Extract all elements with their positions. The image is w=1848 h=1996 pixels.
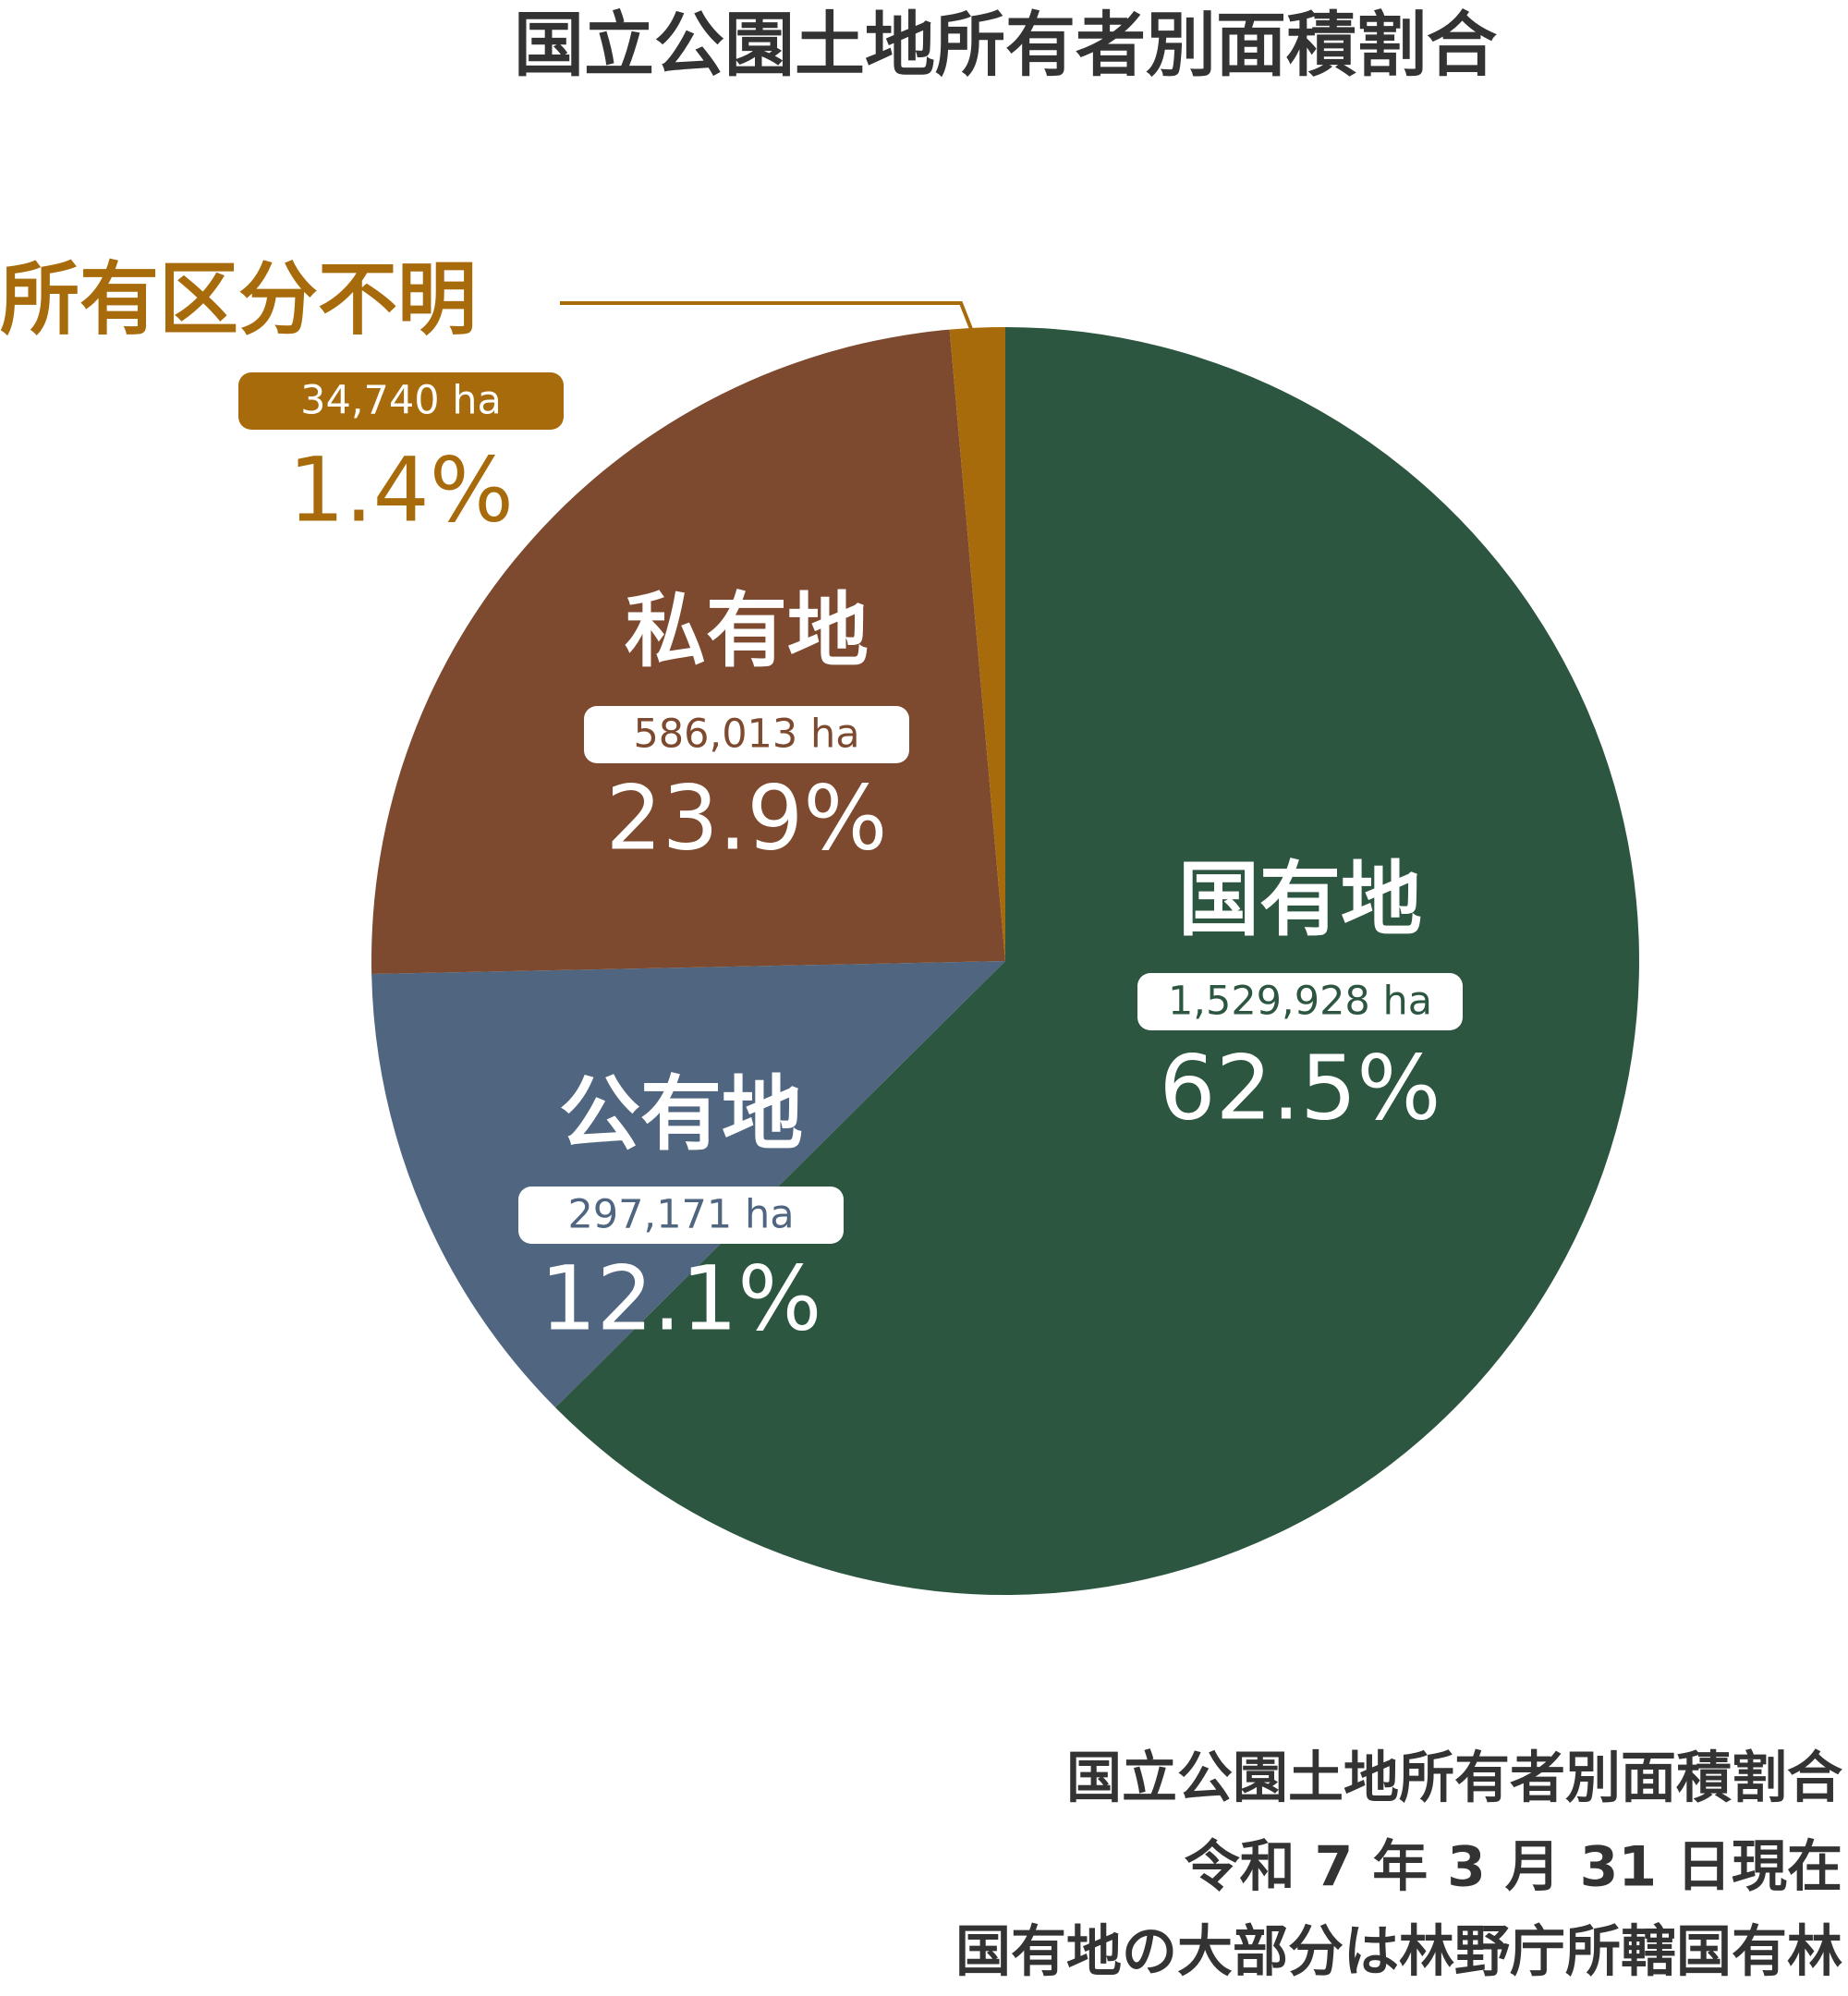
- chart-title: 国立公園土地所有者別面積割合: [514, 4, 1497, 86]
- area-label: 297,171 ha: [567, 1192, 794, 1238]
- percent-label: 12.1%: [541, 1247, 822, 1350]
- category-label: 国有地: [1178, 852, 1422, 947]
- pie-slice: [371, 329, 1005, 975]
- category-label: 所有区分不明: [0, 253, 477, 346]
- pie-slice: [949, 327, 1005, 961]
- pie: [371, 327, 1640, 1595]
- percent-label: 62.5%: [1160, 1036, 1441, 1139]
- pie-slice: [371, 961, 1005, 1408]
- leader-line: [560, 301, 975, 335]
- area-label: 1,529,928 ha: [1168, 979, 1432, 1025]
- labels: 国有地 1,529,928 ha 62.5% 公有地 297,171 ha 12.1% 私有…: [0, 253, 1463, 1350]
- percent-label: 23.9%: [606, 766, 888, 870]
- area-pill: [518, 1187, 844, 1244]
- area-label: 586,013 ha: [633, 712, 859, 758]
- percent-label: 1.4%: [288, 438, 514, 542]
- area-pill: [584, 706, 909, 763]
- note: 令和 7 年 3 月 31 日現在: [1185, 1835, 1842, 1900]
- category-label: 私有地: [625, 583, 869, 678]
- note: 国立公園土地所有者別面積割合: [1066, 1746, 1842, 1811]
- category-label: 公有地: [559, 1066, 803, 1162]
- area-label: 34,740 ha: [300, 378, 502, 424]
- area-pill: [238, 372, 564, 430]
- note: 国有地の大部分は林野庁所轄国有林: [955, 1920, 1842, 1985]
- pie-slice: [555, 327, 1640, 1595]
- area-pill: [1137, 973, 1463, 1030]
